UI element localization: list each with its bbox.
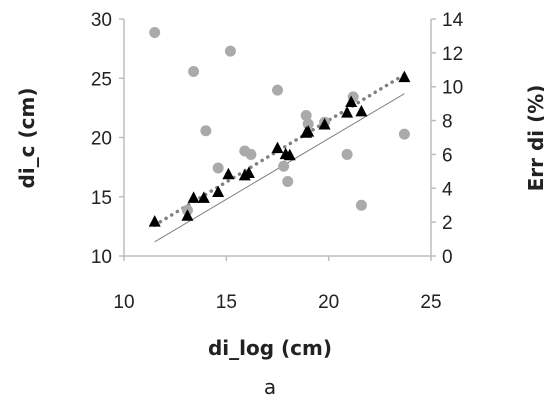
err-point <box>398 128 410 140</box>
y-tick-label: 10 <box>91 247 112 268</box>
di-c-point <box>355 104 368 117</box>
axes <box>119 18 436 261</box>
err-point <box>300 109 312 121</box>
err-point <box>355 199 367 211</box>
err-point <box>282 176 294 188</box>
x-tick-label: 20 <box>318 292 339 313</box>
y-tick-label: 15 <box>91 188 112 209</box>
di-c-point <box>187 191 200 203</box>
x-tick-label: 10 <box>113 292 134 313</box>
di-c-points <box>148 70 411 227</box>
err-point <box>341 148 353 160</box>
y-tick-label: 20 <box>91 129 112 150</box>
lines <box>152 72 407 243</box>
di-c-point <box>242 166 255 179</box>
err-point <box>278 160 290 172</box>
di-c-point <box>222 167 235 180</box>
y-axis-title: di_c (cm) <box>15 88 39 189</box>
err-point <box>302 118 314 130</box>
x-axis-title: di_log (cm) <box>208 336 332 360</box>
di-c-point <box>271 141 284 154</box>
err-points <box>149 27 410 216</box>
err-point <box>188 65 200 77</box>
y2-tick-label: 8 <box>442 112 453 133</box>
y-tick-label: 30 <box>91 10 112 31</box>
x-tick-label: 15 <box>216 292 237 313</box>
di-c-point <box>181 209 194 221</box>
y2-tick-label: 0 <box>442 247 453 268</box>
di-c-point <box>345 95 358 107</box>
err-point <box>245 148 257 160</box>
x-tick-label: 25 <box>420 292 441 313</box>
panel-label: a <box>264 375 276 399</box>
y-tick-label: 25 <box>91 69 112 90</box>
err-point <box>149 27 161 39</box>
di-c-point <box>212 185 225 198</box>
y2-tick-label: 10 <box>442 78 463 99</box>
y2-tick-label: 2 <box>442 213 453 234</box>
y2-tick-label: 4 <box>442 179 453 200</box>
di-c-point <box>398 70 411 83</box>
di-c-point <box>283 148 296 161</box>
di-c-point <box>148 215 161 227</box>
y2-tick-label: 12 <box>442 44 463 65</box>
tick-labels: 10 15 20 25 10 15 20 25 30 0 2 4 6 8 10 12 14 <box>91 10 464 313</box>
y2-axis-title: Err di (%) <box>524 85 544 192</box>
err-point <box>200 125 212 137</box>
y2-tick-label: 14 <box>442 10 464 31</box>
err-point <box>272 84 283 96</box>
di-c-point <box>197 191 210 203</box>
di-c-point <box>302 125 315 137</box>
y2-tick-label: 6 <box>442 145 453 166</box>
err-point <box>224 45 236 57</box>
di-c-point <box>341 106 354 118</box>
di-c-point <box>318 117 331 130</box>
err-point <box>212 162 224 174</box>
